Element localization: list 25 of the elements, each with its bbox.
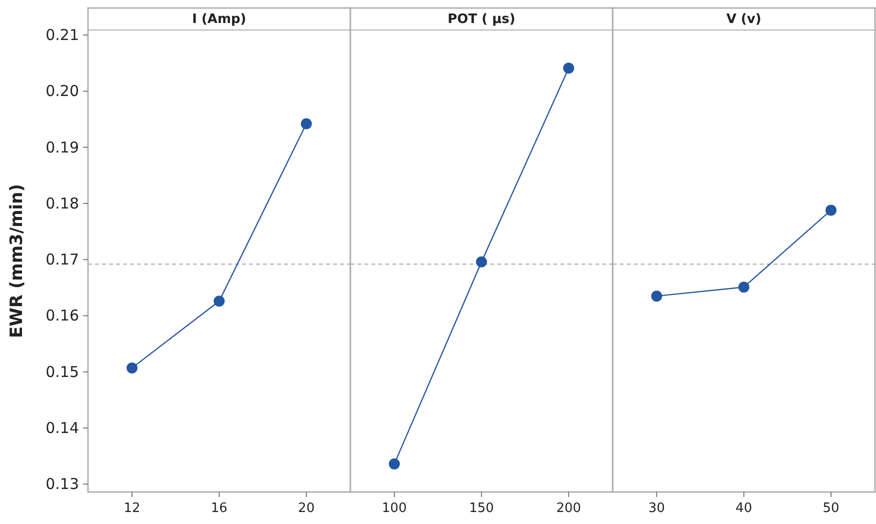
y-tick-label: 0.18 (46, 194, 79, 212)
x-tick-label: 30 (648, 501, 665, 516)
chart-title: I (Amp) (192, 12, 246, 27)
x-tick-label: 12 (124, 501, 140, 516)
x-tick-label: 150 (469, 501, 494, 516)
point (126, 362, 138, 374)
x-tick-label: 20 (298, 501, 315, 516)
x-tick-label: 40 (736, 501, 752, 516)
y-tick-label: 0.16 (46, 306, 79, 325)
y-tick-label: 0.14 (46, 419, 79, 438)
x-tick-label: 200 (556, 501, 582, 516)
point (300, 118, 312, 130)
x-tick-label: 16 (210, 501, 228, 516)
x-tick-label: 50 (822, 501, 840, 516)
y-axis-title: EWR (mm3/min) (7, 184, 27, 338)
y-tick-label: 0.20 (46, 82, 79, 100)
y-tick-label: 0.17 (46, 250, 79, 269)
x-tick-label: 100 (382, 501, 407, 516)
chart-title: POT ( µs) (448, 12, 516, 27)
chart-title: V (v) (726, 12, 762, 27)
y-tick-label: 0.13 (46, 475, 79, 494)
y-tick-label: 0.15 (46, 362, 79, 381)
y-tick-label: 0.19 (46, 138, 79, 156)
y-tick-label: 0.21 (46, 26, 79, 44)
point (214, 296, 225, 307)
